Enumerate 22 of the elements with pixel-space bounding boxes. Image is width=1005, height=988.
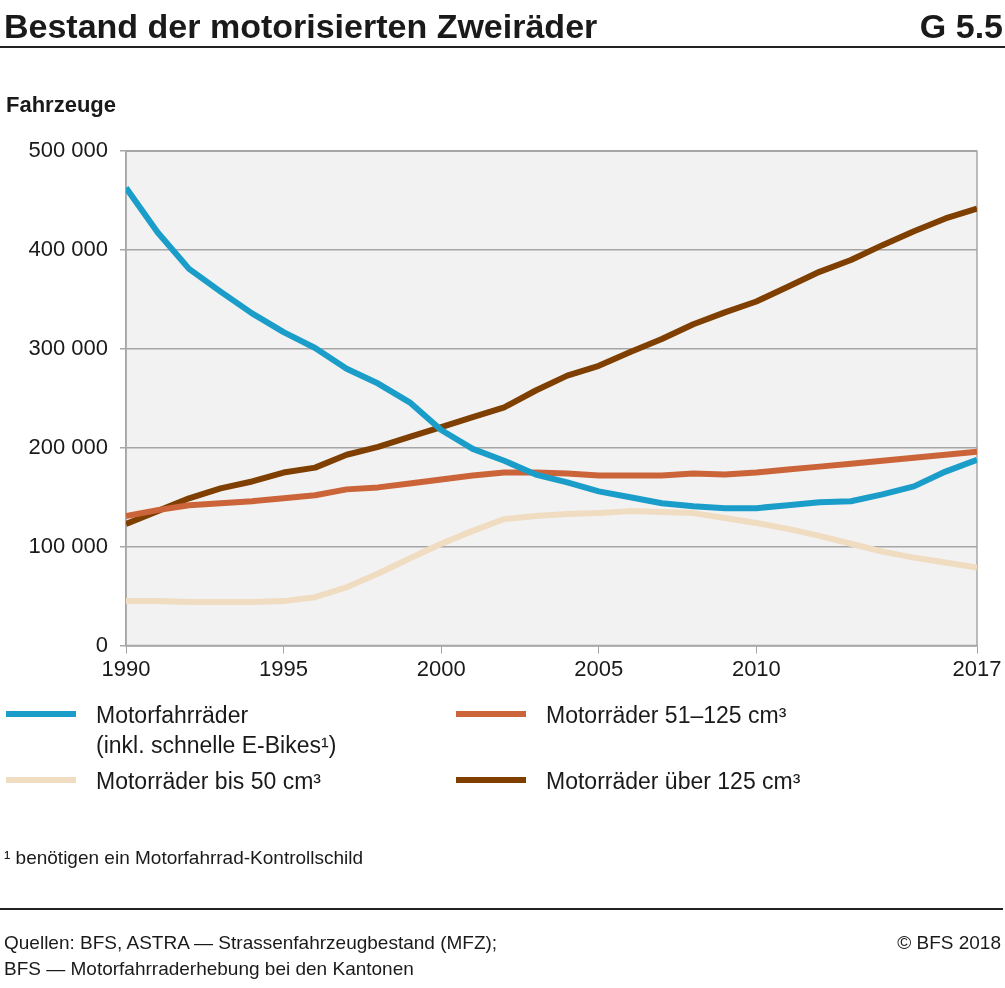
y-tick-label: 100 000: [28, 532, 108, 558]
y-tick-label: 300 000: [28, 335, 108, 361]
y-tick-label: 400 000: [28, 236, 108, 262]
x-tick-label: 2005: [574, 655, 624, 681]
y-tick-label: 0: [95, 631, 108, 657]
text: ¹ benötigen ein Motorfahrrad-Kontrollschild: [4, 847, 364, 869]
x-tick-label: 1995: [259, 655, 309, 681]
y-tick-label: 500 000: [28, 137, 108, 163]
legend-label: Motorräder bis 50 cm³: [96, 767, 321, 796]
y-axis-title: Fahrzeuge: [6, 92, 117, 118]
text: © BFS 2018: [896, 931, 1002, 955]
x-tick-label: 2000: [416, 655, 466, 681]
chart-subtitle: G 5.5: [919, 7, 1003, 46]
x-tick-label: 2010: [731, 655, 781, 681]
y-tick-label: 200 000: [28, 433, 108, 459]
legend-label: Motorfahrräder (inkl. schnelle E-Bikes¹): [96, 701, 337, 760]
x-tick-label: 2017: [952, 655, 1002, 681]
chart-title: Bestand der motorisierten Zweiräder: [4, 7, 598, 46]
legend-label: Motorräder über 125 cm³: [546, 767, 801, 796]
legend-label: Motorräder 51–125 cm³: [546, 701, 787, 730]
source-note: Quellen: BFS, ASTRA — Strassenfahrzeugbestand (MFZ); BFS — Motorfahrraderhebung bei den Kantonen: [3, 931, 499, 981]
x-tick-label: 1990: [101, 655, 151, 681]
